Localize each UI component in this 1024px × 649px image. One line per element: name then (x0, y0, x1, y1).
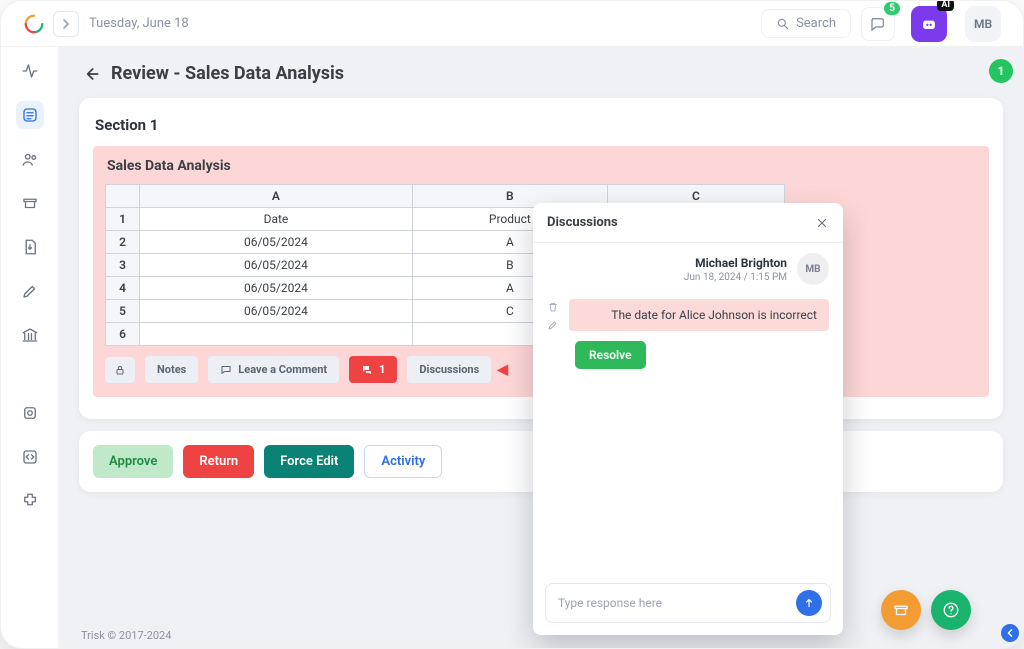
main-content: 1 Review - Sales Data Analysis Section 1… (59, 47, 1023, 648)
column-header[interactable] (106, 185, 140, 208)
cell[interactable]: Date (140, 208, 413, 231)
ai-badge: AI (937, 0, 954, 11)
nav-forward-button[interactable] (53, 11, 79, 37)
discussions-button[interactable]: Discussions (407, 356, 491, 383)
message-bubble: The date for Alice Johnson is incorrect (569, 299, 829, 331)
pencil-icon (547, 319, 559, 331)
delete-message-button[interactable] (547, 301, 559, 313)
row-header[interactable]: 3 (106, 254, 140, 277)
discussions-title: Discussions (547, 215, 618, 230)
row-header[interactable]: 6 (106, 323, 140, 346)
help-icon (942, 601, 960, 619)
cell[interactable]: 06/05/2024 (140, 277, 413, 300)
archive-fab[interactable] (881, 590, 921, 630)
discussion-counter-button[interactable]: 1 (349, 356, 397, 383)
ai-assistant-button[interactable]: AI (911, 6, 947, 42)
app-logo[interactable] (23, 13, 45, 35)
sidebar-item-bank[interactable] (16, 321, 44, 349)
discussions-label: Discussions (419, 363, 479, 376)
cell[interactable]: 06/05/2024 (140, 300, 413, 323)
box-icon (892, 601, 910, 619)
page-title: Review - Sales Data Analysis (111, 63, 344, 84)
row-header[interactable]: 2 (106, 231, 140, 254)
trash-icon (547, 301, 559, 313)
section-title: Section 1 (93, 112, 989, 146)
top-bar: Tuesday, June 18 Search 5 AI MB (1, 1, 1023, 47)
robot-icon (919, 14, 939, 34)
sidebar-item-code[interactable] (16, 443, 44, 471)
comment-icon (220, 364, 232, 376)
force-edit-button[interactable]: Force Edit (264, 445, 354, 478)
page-header: Review - Sales Data Analysis (59, 47, 1023, 84)
sidebar-item-forms[interactable] (16, 101, 44, 129)
chat-icon (869, 15, 887, 33)
sidebar-item-export[interactable] (16, 233, 44, 261)
block-title: Sales Data Analysis (105, 158, 977, 174)
send-button[interactable] (796, 590, 822, 616)
notification-count-badge: 5 (884, 2, 900, 15)
cell[interactable]: 06/05/2024 (140, 231, 413, 254)
sidebar-item-edit[interactable] (16, 277, 44, 305)
discussions-panel: Discussions Michael Brighton Jun 18, 202… (533, 203, 843, 635)
reply-input[interactable] (558, 596, 796, 610)
message-author-row: Michael Brighton Jun 18, 2024 / 1:15 PM … (547, 253, 829, 285)
leave-comment-label: Leave a Comment (238, 363, 327, 376)
sidebar-item-people[interactable] (16, 145, 44, 173)
left-sidebar (1, 47, 59, 648)
sidebar-right-counter[interactable]: 1 (989, 59, 1013, 83)
expand-caret[interactable] (1001, 624, 1019, 642)
sidebar-item-extensions[interactable] (16, 487, 44, 515)
flag-icon: ◀ (497, 362, 508, 378)
close-icon (815, 216, 829, 230)
sidebar-item-module[interactable] (16, 399, 44, 427)
notes-label: Notes (157, 363, 186, 376)
header-date: Tuesday, June 18 (89, 16, 189, 31)
search-icon (776, 17, 790, 31)
sidebar-item-activity[interactable] (16, 57, 44, 85)
leave-comment-button[interactable]: Leave a Comment (208, 356, 339, 383)
author-name: Michael Brighton (684, 256, 787, 270)
lock-button[interactable] (105, 357, 135, 383)
help-fab[interactable] (931, 590, 971, 630)
row-header[interactable]: 1 (106, 208, 140, 231)
fab-row (881, 590, 971, 630)
row-header[interactable]: 4 (106, 277, 140, 300)
resolve-button[interactable]: Resolve (575, 341, 646, 369)
approve-button[interactable]: Approve (93, 445, 173, 478)
back-arrow-icon[interactable] (81, 64, 101, 84)
search-placeholder: Search (796, 16, 836, 31)
author-avatar: MB (797, 253, 829, 285)
notifications-button[interactable]: 5 (861, 7, 895, 41)
edit-message-button[interactable] (547, 319, 559, 331)
return-button[interactable]: Return (183, 445, 254, 478)
cell[interactable] (140, 323, 413, 346)
activity-button[interactable]: Activity (364, 445, 442, 478)
reply-box (545, 583, 831, 623)
row-header[interactable]: 5 (106, 300, 140, 323)
column-header[interactable]: A (140, 185, 413, 208)
close-button[interactable] (815, 216, 829, 230)
comments-icon (361, 364, 373, 376)
user-avatar[interactable]: MB (965, 6, 1001, 42)
sidebar-item-archive[interactable] (16, 189, 44, 217)
search-input[interactable]: Search (761, 9, 851, 38)
lock-icon (114, 364, 126, 376)
message-timestamp: Jun 18, 2024 / 1:15 PM (684, 272, 787, 283)
footer-copyright: Trisk © 2017-2024 (81, 629, 171, 642)
notes-button[interactable]: Notes (145, 356, 198, 383)
arrow-up-icon (803, 597, 815, 609)
discussion-count: 1 (379, 363, 385, 376)
cell[interactable]: 06/05/2024 (140, 254, 413, 277)
